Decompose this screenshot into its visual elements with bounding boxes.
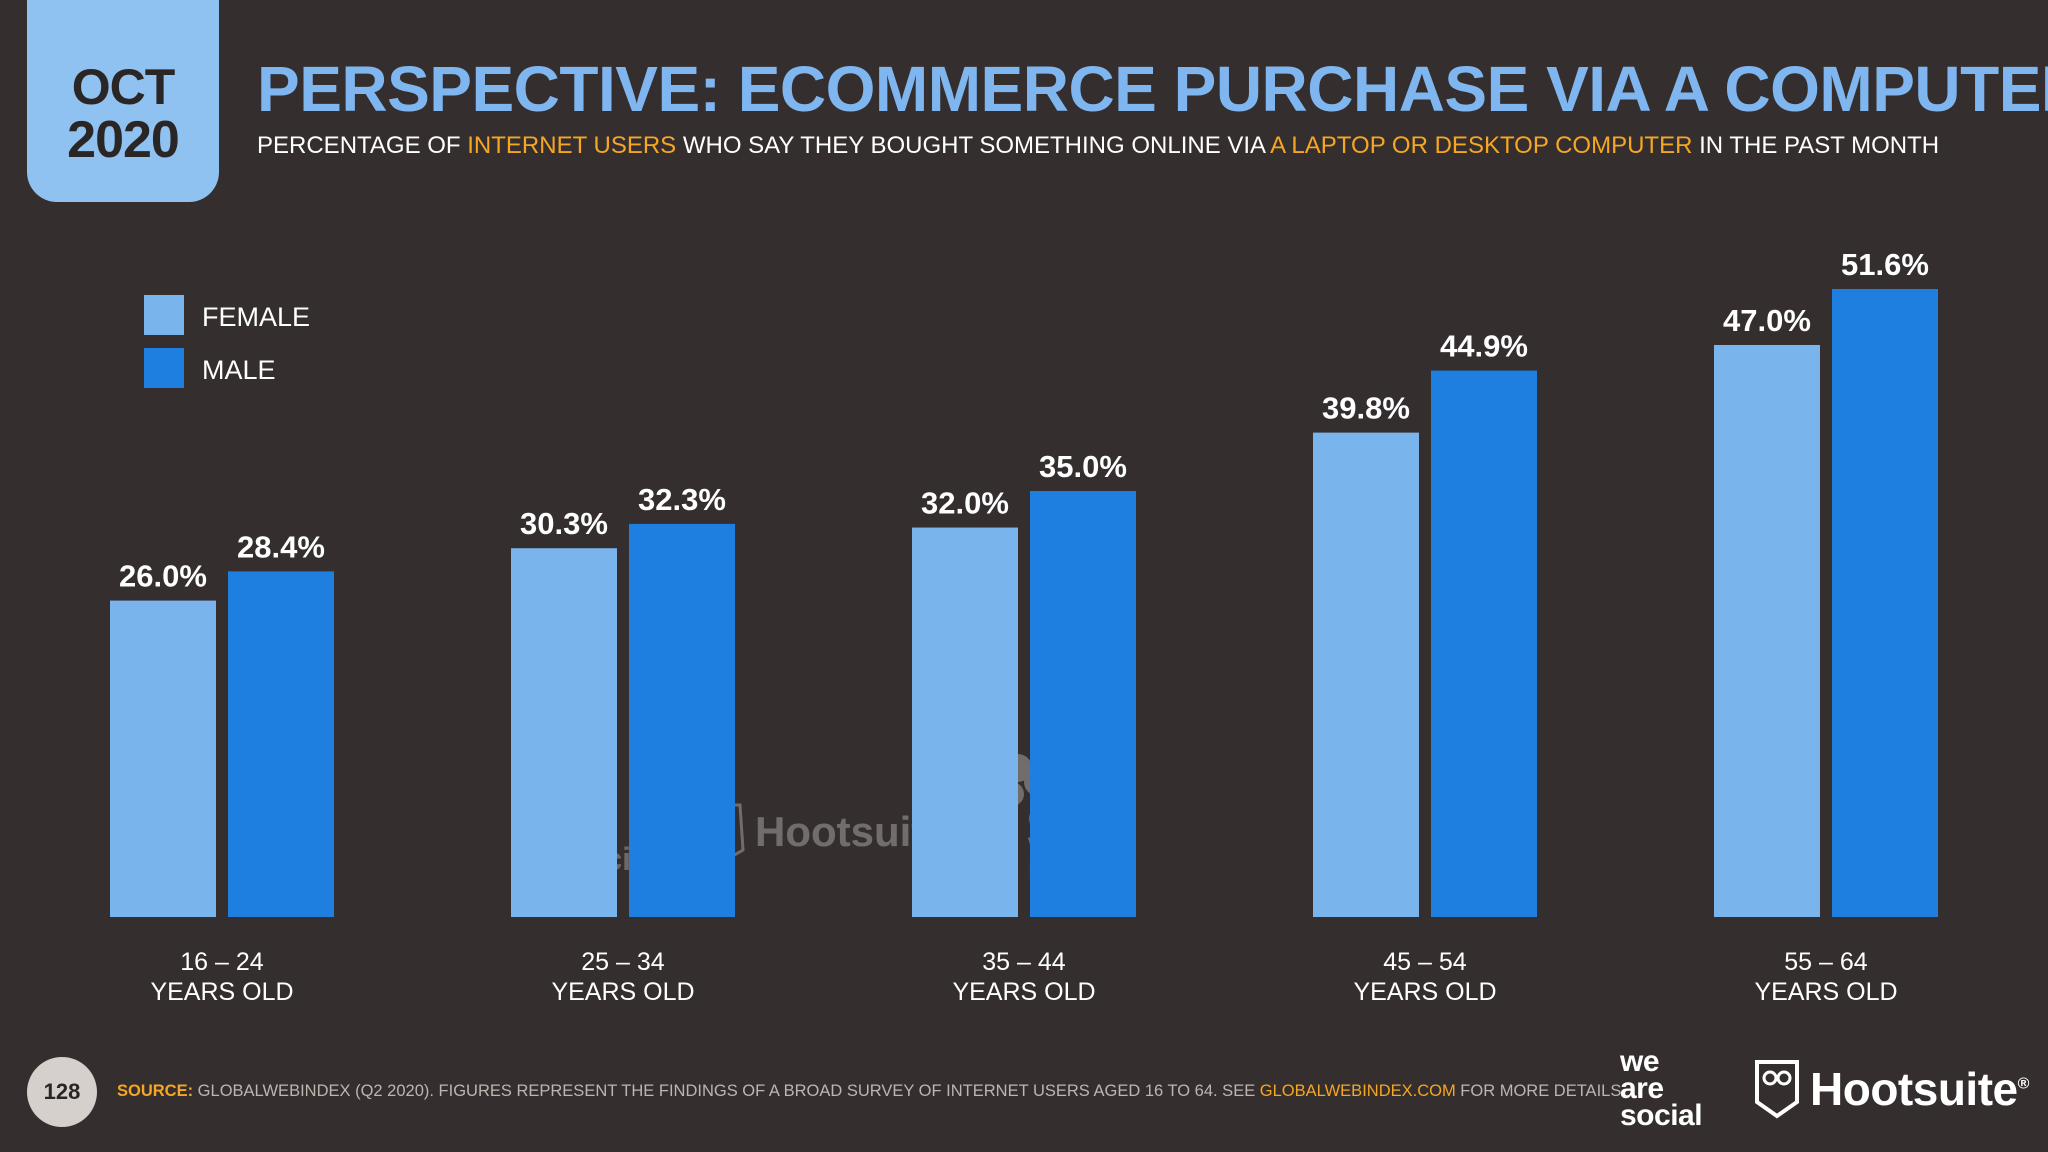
bar-female-4: [1313, 432, 1419, 917]
bar-male-4: [1431, 370, 1537, 918]
category-unit-label-1: YEARS OLD: [150, 978, 293, 1006]
source-note: SOURCE: GLOBALWEBINDEX (Q2 2020). FIGURE…: [117, 1082, 1626, 1101]
bar-female-1: [110, 600, 216, 917]
hootsuite-logo-word: Hootsuite: [1810, 1063, 2018, 1115]
data-label-male-5: 51.6%: [1841, 247, 1929, 282]
subtitle-part-2: WHO SAY THEY BOUGHT SOMETHING ONLINE VIA: [676, 132, 1271, 159]
bar-female-5: [1714, 344, 1820, 917]
category-unit-label-5: YEARS OLD: [1754, 978, 1897, 1006]
source-label: SOURCE:: [117, 1082, 194, 1100]
data-label-female-1: 26.0%: [119, 559, 207, 594]
category-unit-label-4: YEARS OLD: [1353, 978, 1496, 1006]
category-range-label-2: 25 – 34: [581, 948, 665, 976]
category-unit-label-2: YEARS OLD: [551, 978, 694, 1006]
hootsuite-owl-icon: [1755, 1060, 1799, 1119]
legend-label-female: FEMALE: [202, 302, 310, 332]
bar-female-3: [912, 527, 1018, 917]
bar-male-2: [629, 523, 735, 917]
category-range-label-5: 55 – 64: [1784, 948, 1868, 976]
data-label-female-2: 30.3%: [520, 506, 608, 541]
date-year: 2020: [67, 111, 180, 169]
legend-swatch-male: [144, 348, 184, 388]
category-range-label-4: 45 – 54: [1383, 948, 1467, 976]
we-are-social-logo-line-1: we: [1620, 1045, 1660, 1078]
bar-male-3: [1030, 491, 1136, 917]
bar-male-5: [1832, 289, 1938, 917]
category-range-label-1: 16 – 24: [180, 948, 264, 976]
category-unit-label-3: YEARS OLD: [952, 978, 1095, 1006]
subtitle-part-1: PERCENTAGE OF: [257, 132, 468, 159]
date-badge: OCT 2020: [27, 0, 219, 202]
hootsuite-logo-reg: ®: [2017, 1075, 2030, 1093]
subtitle-highlight-internet-users: INTERNET USERS: [467, 132, 677, 159]
page-number: 128: [27, 1057, 97, 1127]
source-end: FOR MORE DETAILS.: [1455, 1082, 1626, 1100]
hootsuite-logo-text: Hootsuite®: [1810, 1062, 2029, 1116]
data-label-male-4: 44.9%: [1440, 329, 1528, 364]
we-are-social-logo: we are social: [1620, 1045, 1703, 1132]
bar-male-1: [228, 571, 334, 917]
subtitle: PERCENTAGE OF INTERNET USERS WHO SAY THE…: [257, 132, 1939, 160]
data-label-male-3: 35.0%: [1039, 449, 1127, 484]
legend-label-male: MALE: [202, 355, 276, 385]
we-are-social-logo-line-3: social: [1620, 1099, 1703, 1132]
category-range-label-3: 35 – 44: [982, 948, 1066, 976]
legend-swatch-female: [144, 295, 184, 335]
data-label-male-1: 28.4%: [237, 529, 325, 564]
bar-female-2: [511, 548, 617, 917]
page-title: PERSPECTIVE: ECOMMERCE PURCHASE VIA A CO…: [257, 53, 2048, 125]
subtitle-highlight-computer: A LAPTOP OR DESKTOP COMPUTER: [1270, 132, 1693, 159]
source-link[interactable]: GLOBALWEBINDEX.COM: [1259, 1082, 1456, 1100]
source-text: GLOBALWEBINDEX (Q2 2020). FIGURES REPRES…: [193, 1082, 1260, 1100]
watermark-hootsuite: Hootsuite: [700, 803, 949, 864]
data-label-female-3: 32.0%: [921, 486, 1009, 521]
data-label-female-4: 39.8%: [1322, 391, 1410, 426]
date-month: OCT: [71, 59, 176, 115]
data-label-female-5: 47.0%: [1723, 303, 1811, 338]
subtitle-part-3: IN THE PAST MONTH: [1692, 132, 1940, 159]
chart-legend: FEMALE MALE: [144, 295, 310, 388]
we-are-social-logo-line-2: are: [1620, 1072, 1664, 1105]
data-label-male-2: 32.3%: [638, 482, 726, 517]
